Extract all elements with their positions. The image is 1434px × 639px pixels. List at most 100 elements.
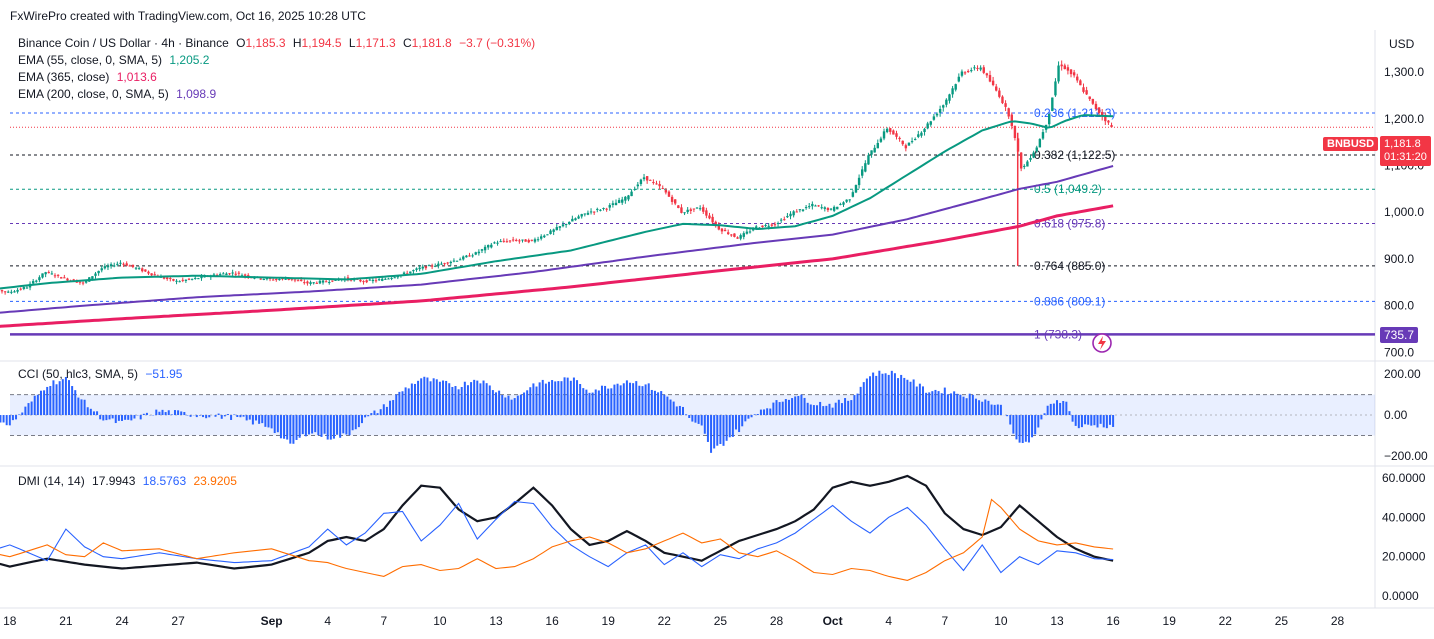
ema55-value: 1,205.2	[169, 53, 210, 67]
time-axis-tick: 24	[115, 614, 129, 628]
cci-bar	[856, 393, 859, 416]
cci-bar	[812, 405, 815, 416]
cci-bar	[921, 386, 924, 416]
cci-bar	[161, 409, 164, 416]
ema55-legend[interactable]: EMA (55, close, 0, SMA, 5) 1,205.2	[18, 53, 213, 67]
cci-bar	[557, 381, 560, 416]
candle-body	[259, 278, 262, 280]
dmi-legend[interactable]: DMI (14, 14) 17.9943 18.5763 23.9205	[18, 474, 241, 488]
candle-body	[1001, 96, 1004, 104]
cci-bar	[470, 382, 473, 416]
cci-bar	[859, 386, 862, 416]
lightning-icon[interactable]	[1091, 332, 1113, 354]
cci-bar	[77, 397, 80, 416]
candle-body	[240, 275, 244, 277]
cci-bar	[909, 381, 912, 416]
cci-bar	[523, 392, 526, 416]
candle-body	[97, 270, 100, 274]
candle-body	[94, 273, 97, 276]
cci-bar	[566, 377, 569, 416]
cci-bar	[647, 383, 650, 416]
candle-body	[832, 206, 836, 211]
candle-body	[41, 273, 44, 278]
candle-body	[561, 224, 565, 227]
candle-body	[568, 221, 571, 224]
candle-body	[119, 262, 122, 264]
candle-body	[47, 272, 50, 274]
cci-legend[interactable]: CCI (50, hlc3, SMA, 5) −51.95	[18, 367, 186, 381]
candle-body	[427, 265, 431, 267]
cci-bar	[616, 383, 619, 416]
candle-body	[823, 207, 827, 209]
cci-bar	[828, 403, 831, 416]
candle-body	[889, 128, 892, 132]
candle-body	[966, 70, 970, 72]
cci-bar	[1015, 415, 1018, 440]
cci-bar	[872, 372, 875, 416]
ema365-legend[interactable]: EMA (365, close) 1,013.6	[18, 70, 161, 84]
candle-body	[1035, 147, 1038, 152]
open-value: 1,185.3	[245, 36, 286, 50]
candle-body	[50, 273, 54, 275]
candle-body	[405, 273, 409, 275]
candle-body	[633, 188, 636, 191]
symbol-title[interactable]: Binance Coin / US Dollar · 4h · Binance	[18, 36, 229, 50]
cci-bar	[903, 377, 906, 416]
candle-body	[577, 216, 580, 219]
candle-body	[324, 281, 328, 283]
cci-bar	[978, 400, 981, 416]
candle-body	[1082, 87, 1085, 92]
candle-body	[739, 235, 742, 239]
candle-body	[303, 282, 306, 284]
cci-bar	[58, 381, 61, 416]
cci-bar	[423, 376, 426, 416]
cci-bar	[142, 413, 145, 416]
cci-bar	[750, 415, 753, 418]
cci-bar	[510, 399, 513, 416]
candle-body	[396, 276, 400, 278]
ema200-legend[interactable]: EMA (200, close, 0, SMA, 5) 1,098.9	[18, 87, 220, 101]
price-axis-tick: 1,200.0	[1384, 112, 1424, 126]
candle-body	[38, 277, 41, 281]
candle-body	[309, 282, 312, 284]
candle-body	[733, 233, 736, 237]
candle-body	[222, 273, 225, 275]
cci-bar	[270, 415, 273, 429]
cci-bar	[314, 415, 317, 433]
candle-body	[131, 264, 135, 267]
cci-axis-tick: 200.00	[1384, 367, 1421, 381]
candle-body	[1038, 139, 1042, 148]
dmi-label: DMI (14, 14)	[18, 474, 85, 488]
low-label: L	[348, 36, 356, 50]
cci-bar	[376, 413, 379, 416]
last-price-tag: 1,181.8 01:31:20	[1380, 136, 1431, 166]
cci-bar	[529, 387, 532, 416]
cci-bar	[245, 415, 248, 421]
cci-bar	[155, 409, 158, 416]
candle-body	[589, 211, 593, 213]
candle-body	[736, 237, 739, 239]
cci-bar	[660, 391, 663, 416]
time-axis-tick: 4	[885, 614, 892, 628]
candle-body	[910, 141, 914, 143]
cci-bar	[594, 389, 597, 416]
price-change: −3.7 (−0.31%)	[459, 36, 536, 50]
cci-bar	[105, 415, 108, 421]
cci-bar	[791, 398, 794, 416]
cci-bar	[267, 415, 270, 428]
candle-body	[664, 189, 668, 193]
time-axis-tick: Sep	[261, 614, 283, 628]
candle-body	[3, 291, 7, 293]
open-label: O	[236, 36, 246, 50]
candle-body	[172, 279, 175, 281]
candle-body	[536, 239, 540, 241]
candle-body	[917, 134, 920, 137]
cci-bar	[1059, 402, 1062, 416]
cci-bar	[756, 413, 759, 416]
currency-label[interactable]: USD	[1389, 37, 1415, 51]
cci-bar	[787, 399, 790, 416]
cci-bar	[834, 402, 837, 416]
candle-body	[546, 234, 549, 236]
dmi-plus-line	[0, 500, 1114, 574]
